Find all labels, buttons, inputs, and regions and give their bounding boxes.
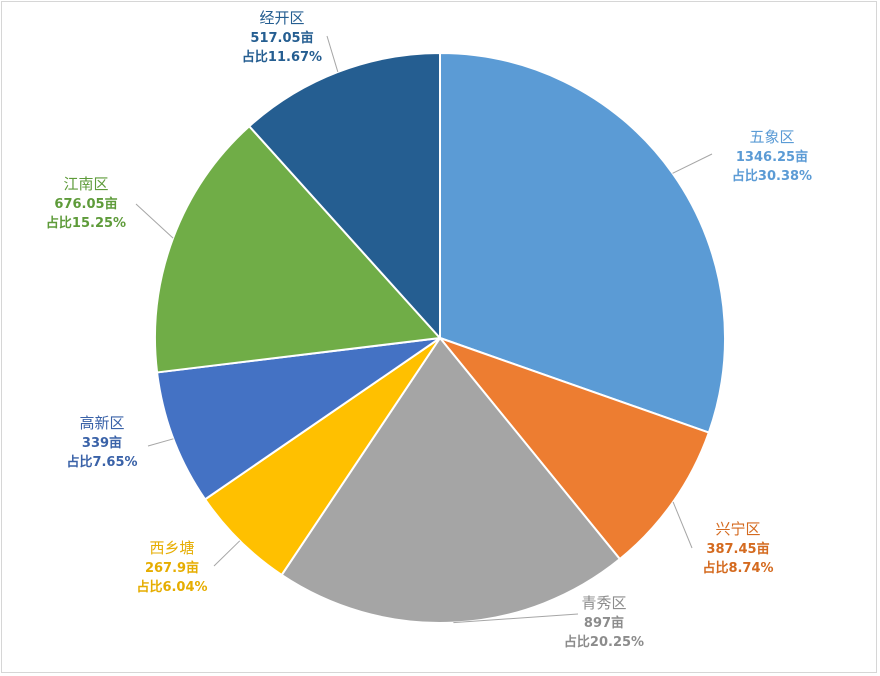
label-value-text: 339亩 xyxy=(82,435,122,451)
leader-line-2 xyxy=(672,501,693,549)
label-name: 江南区 xyxy=(63,175,108,193)
pie-slice-2 xyxy=(436,335,711,561)
label-name: 五象区 xyxy=(749,128,794,146)
leader-line-3 xyxy=(453,613,579,624)
label-value-text: 267.9亩 xyxy=(145,560,199,576)
label-pct-text: 占比11.67% xyxy=(242,49,322,65)
pie-slice-5 xyxy=(155,337,441,501)
label-value-text: 676.05亩 xyxy=(54,196,117,212)
label-value-text: 387.45亩 xyxy=(706,541,769,557)
label-pct-text: 占比8.74% xyxy=(702,560,773,576)
label-pct-text: 占比7.65% xyxy=(66,454,137,470)
label-pct-text: 占比20.25% xyxy=(564,634,644,650)
label-name: 兴宁区 xyxy=(715,520,760,538)
leader-line-1 xyxy=(672,153,713,174)
label-name: 经开区 xyxy=(259,9,304,27)
label-pct-text: 占比30.38% xyxy=(732,168,812,184)
label-name: 西乡塘 xyxy=(149,539,194,557)
label-pct-text: 占比15.25% xyxy=(46,215,126,231)
pie-slice-7 xyxy=(247,51,441,341)
label-value-text: 897亩 xyxy=(584,615,624,631)
leader-line-7 xyxy=(326,35,339,73)
pie-slice-3 xyxy=(280,336,622,624)
leader-line-6 xyxy=(135,203,174,239)
leader-line-4 xyxy=(213,540,241,567)
leader-line-5 xyxy=(147,438,174,447)
label-value-text: 517.05亩 xyxy=(250,30,313,46)
label-name: 青秀区 xyxy=(581,594,626,612)
label-value-text: 1346.25亩 xyxy=(736,149,808,165)
pie-slice-1 xyxy=(439,51,726,434)
label-pct-text: 占比6.04% xyxy=(136,579,207,595)
label-name: 高新区 xyxy=(79,414,124,432)
